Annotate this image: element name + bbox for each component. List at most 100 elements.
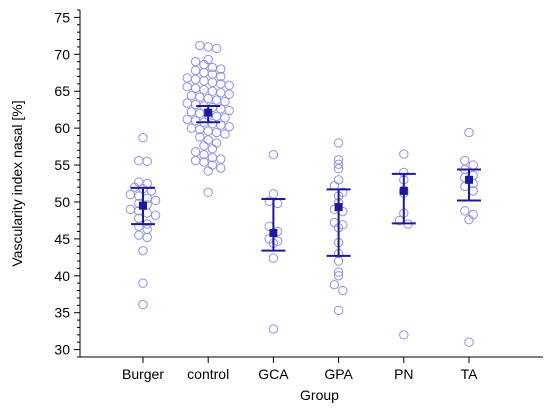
data-point [150,210,161,220]
data-point [224,105,234,116]
mean-marker [204,108,213,117]
group-control-summary [196,104,221,124]
y-tick-label: 45 [54,231,70,247]
data-point [338,285,348,296]
data-point [220,129,230,139]
group-pn-summary [391,172,416,225]
mean-marker [399,186,408,195]
data-point [211,127,222,138]
data-point [134,155,144,166]
x-axis-title: Group [300,387,339,403]
x-tick-label-control: control [187,366,229,382]
data-point [207,144,218,154]
axes [79,10,543,358]
data-point [182,114,192,124]
group-burger-points [125,133,161,310]
data-point [216,154,226,164]
y-tick-label: 55 [54,157,70,173]
data-point [333,138,344,148]
x-tick-label-ta: TA [461,366,479,382]
x-tick-label-gca: GCA [258,366,289,382]
data-point [399,330,409,340]
group-gpa-summary [326,188,351,257]
data-point [195,132,205,142]
data-point [333,159,344,170]
data-point [203,54,213,65]
data-point [125,204,136,215]
mean-marker [334,203,343,212]
data-point [224,89,234,99]
data-point [138,133,148,143]
data-point [268,324,279,334]
data-point [464,127,474,138]
data-point [211,43,222,54]
data-point [150,195,161,206]
data-point [190,155,201,166]
data-point [460,155,470,166]
mean-marker [139,201,147,210]
data-point [182,73,192,83]
data-point [186,123,197,133]
data-point [216,64,226,74]
data-point [203,187,213,198]
data-point [329,279,340,290]
mean-marker [269,228,278,237]
data-point [134,230,144,240]
y-tick-label: 65 [54,83,70,99]
data-point [125,189,136,200]
data-point [138,245,148,256]
data-point [464,337,474,347]
data-point [199,157,209,167]
data-point [224,80,234,91]
y-axis-title: Vascularity index nasal [%] [9,100,25,266]
y-ticks: 30 35 40 45 50 55 60 65 70 75 [54,9,80,358]
data-point [199,68,209,78]
data-point [142,232,152,243]
data-point [190,65,201,76]
data-point [190,147,201,157]
data-point [203,126,213,136]
data-point [333,267,344,277]
y-tick-label: 40 [54,268,70,284]
data-point [138,278,148,288]
data-point [199,150,209,160]
data-point [142,224,152,234]
mean-marker [465,175,473,184]
data-point [203,42,213,52]
data-point [142,208,152,218]
data-point [207,77,218,88]
data-point [460,206,470,216]
data-point [220,113,230,123]
y-tick-label: 30 [54,342,70,358]
data-point [146,186,157,196]
x-tick-label-gpa: GPA [324,366,353,382]
y-tick-label: 50 [54,194,70,210]
data-point [182,82,192,92]
data-point [333,175,344,185]
y-tick-label: 75 [54,9,70,25]
data-point [216,71,226,82]
y-tick-label: 35 [54,305,70,321]
data-point [199,76,209,86]
data-point [333,271,344,281]
group-burger-summary [131,186,155,226]
group-ta-points [460,127,478,347]
group-ta-summary [457,168,481,202]
y-tick-label: 70 [54,46,70,62]
data-point [199,59,209,70]
data-point [468,209,478,220]
data-point [272,198,283,209]
data-point [468,160,478,170]
data-point [329,217,340,228]
data-point [138,299,148,310]
x-ticks: Burger control GCA GPA PN TA [122,357,478,382]
data-point [220,96,230,107]
data-point [224,121,234,132]
group-summaries [131,104,481,257]
data-point [195,40,205,51]
data-point [182,98,192,108]
x-tick-label-pn: PN [394,366,413,382]
data-point [333,164,344,174]
group-gca-summary [261,198,286,252]
